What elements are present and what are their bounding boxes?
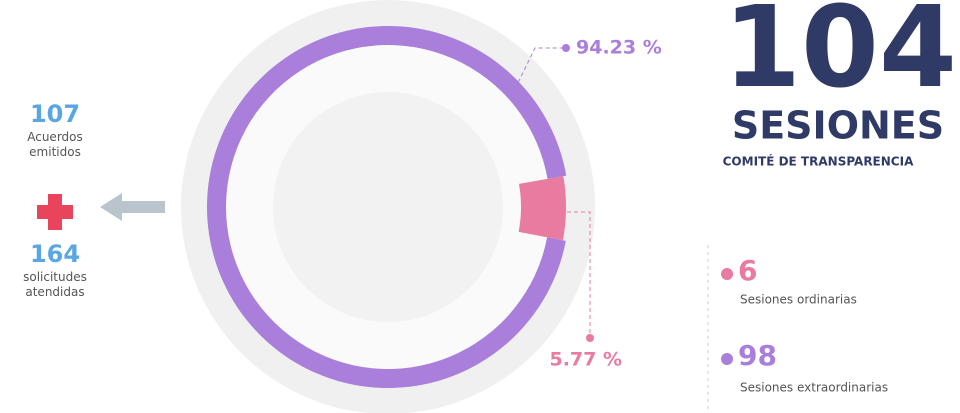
legend-count: 6 [738, 254, 757, 287]
side-number: 164 [29, 240, 81, 268]
value-label: 5.77 % [549, 349, 622, 371]
callout-dot [586, 334, 594, 342]
arrow [100, 193, 165, 221]
legend-label: Sesiones ordinarias [740, 293, 857, 307]
callout-dot [562, 44, 570, 52]
legend-count: 98 [738, 339, 777, 372]
side-item: 164 solicitudes atendidas [0, 240, 110, 300]
legend-dot [721, 268, 733, 280]
donut-segment [518, 176, 566, 241]
big-number: 104 [723, 0, 957, 113]
subtitle: SESIONES [732, 104, 944, 148]
side-number: 107 [29, 100, 81, 128]
legend-label: Sesiones extraordinarias [740, 381, 888, 395]
caption: COMITÉ DE TRANSPARENCIA [723, 154, 914, 169]
legend-dot [721, 353, 733, 365]
callout-line [560, 211, 591, 338]
side-label: Acuerdos emitidos [27, 130, 83, 159]
value-label: 94.23 % [576, 37, 662, 59]
side-item: 107 Acuerdos emitidos [0, 100, 110, 160]
center-disc [273, 92, 503, 322]
side-label: solicitudes atendidas [23, 270, 87, 299]
callout-line [511, 47, 566, 96]
plus [37, 205, 73, 219]
